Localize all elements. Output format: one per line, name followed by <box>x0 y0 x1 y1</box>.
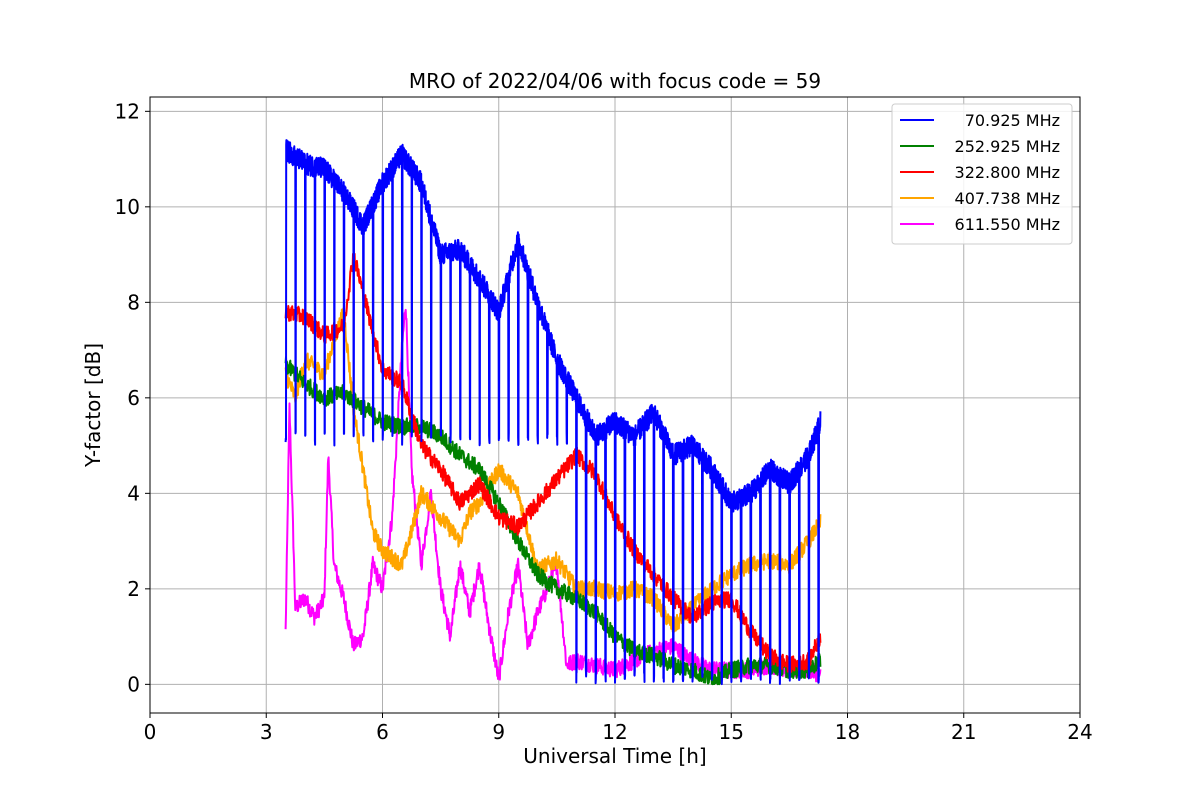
legend-label-407-738-mhz: 407.738 MHz <box>955 189 1060 208</box>
series-line-70-925-mhz <box>284 139 822 686</box>
x-tick-label: 18 <box>835 720 860 744</box>
legend-label-322-800-mhz: 322.800 MHz <box>955 163 1060 182</box>
y-tick-label: 10 <box>115 195 140 219</box>
legend-label-70-925-mhz: 70.925 MHz <box>965 111 1060 130</box>
x-tick-label: 3 <box>260 720 273 744</box>
x-axis-label: Universal Time [h] <box>523 744 706 768</box>
legend: 70.925 MHz 252.925 MHz 322.800 MHz 407.738 … <box>891 103 1073 245</box>
chart-title: MRO of 2022/04/06 with focus code = 59 <box>409 69 821 93</box>
y-tick-label: 8 <box>127 290 140 314</box>
legend-label-611-550-mhz: 611.550 MHz <box>955 215 1060 234</box>
y-tick-label: 6 <box>127 386 140 410</box>
y-tick-label: 0 <box>127 672 140 696</box>
x-tick-label: 12 <box>602 720 627 744</box>
x-tick-label: 15 <box>719 720 744 744</box>
legend-label-252-925-mhz: 252.925 MHz <box>955 137 1060 156</box>
y-tick-label: 12 <box>115 99 140 123</box>
x-tick-label: 21 <box>951 720 976 744</box>
series-layer <box>284 139 822 686</box>
x-tick-label: 6 <box>376 720 389 744</box>
x-tick-label: 0 <box>144 720 157 744</box>
y-axis-label: Y-factor [dB] <box>81 343 105 468</box>
y-tick-label: 2 <box>127 577 140 601</box>
x-tick-label: 9 <box>492 720 505 744</box>
x-tick-label: 24 <box>1067 720 1092 744</box>
y-tick-label: 4 <box>127 481 140 505</box>
legend-box <box>891 103 1073 245</box>
